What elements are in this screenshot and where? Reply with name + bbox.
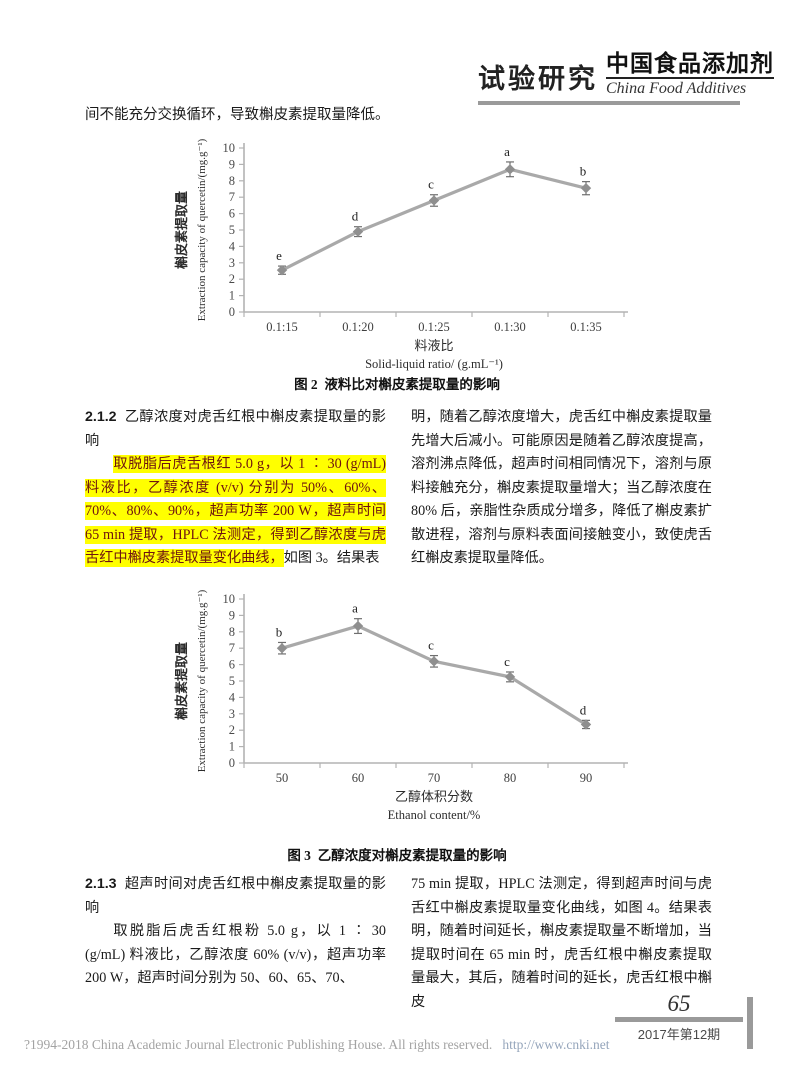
svg-text:b: b — [276, 624, 283, 639]
svg-text:6: 6 — [229, 207, 235, 221]
section-2-1-3-heading: 2.1.3 超声时间对虎舌红根中槲皮素提取量的影响 — [85, 873, 386, 920]
journal-title-cn: 中国食品添加剂 — [606, 51, 774, 80]
svg-text:70: 70 — [428, 771, 441, 785]
svg-text:c: c — [428, 638, 434, 653]
footer-divider-bar — [615, 1017, 743, 1022]
svg-text:0.1:15: 0.1:15 — [266, 320, 298, 334]
svg-text:b: b — [580, 164, 587, 179]
figure2-line-chart: 0 1 2 3 4 5 6 7 8 9 10 0.1:15 0.1:20 0.1:25 0.1:30 0.1:… — [174, 138, 628, 371]
svg-text:3: 3 — [229, 707, 235, 721]
svg-text:0: 0 — [229, 756, 235, 770]
footer-page-block: 65 2017年第12期 — [615, 992, 743, 1043]
svg-text:4: 4 — [229, 690, 236, 704]
svg-text:2: 2 — [229, 723, 235, 737]
section-2-1-3-left-column: 2.1.3 超声时间对虎舌红根中槲皮素提取量的影响 取脱脂后虎舌红根粉 5.0 g… — [85, 873, 386, 1014]
svg-text:3: 3 — [229, 256, 235, 270]
svg-text:9: 9 — [229, 608, 235, 622]
svg-text:6: 6 — [229, 658, 235, 672]
svg-text:0: 0 — [229, 305, 235, 319]
svg-text:0.1:35: 0.1:35 — [570, 320, 602, 334]
svg-text:80: 80 — [504, 771, 517, 785]
svg-text:a: a — [352, 601, 358, 616]
svg-text:9: 9 — [229, 157, 235, 171]
section-2-1-3: 2.1.3 超声时间对虎舌红根中槲皮素提取量的影响 取脱脂后虎舌红根粉 5.0 g… — [85, 873, 712, 1014]
intro-text: 间不能充分交换循环，导致槲皮素提取量降低。 — [85, 107, 390, 123]
section-2-1-3-right-text: 75 min 提取，HPLC 法测定，得到超声时间与虎舌红中槲皮素提取量变化曲线… — [411, 876, 712, 1010]
svg-text:2: 2 — [229, 272, 235, 286]
section-2-1-3-number: 2.1.3 — [85, 876, 117, 892]
svg-text:90: 90 — [580, 771, 593, 785]
svg-text:1: 1 — [229, 289, 235, 303]
issue-label: 2017年第12期 — [637, 1027, 721, 1042]
svg-text:7: 7 — [229, 190, 235, 204]
svg-text:Extraction capacity of quercet: Extraction capacity of quercetin/(mg.g⁻¹… — [196, 138, 208, 321]
footer-corner-mark — [747, 997, 753, 1049]
svg-text:8: 8 — [229, 625, 235, 639]
svg-text:1: 1 — [229, 740, 235, 754]
figure3-line-chart: 0 1 2 3 4 5 6 7 8 9 10 50 60 70 80 90 乙醇体积分数 Ethanol cont… — [174, 589, 628, 822]
section-2-1-2-right-column: 明，随着乙醇浓度增大，虎舌红中槲皮素提取量先增大后减小。可能原因是随着乙醇浓度提… — [411, 406, 712, 571]
svg-text:10: 10 — [223, 141, 236, 155]
svg-text:0.1:25: 0.1:25 — [418, 320, 450, 334]
svg-text:料液比: 料液比 — [414, 338, 453, 353]
figure3-caption: 图 3 乙醇浓度对槲皮素提取量的影响 — [0, 844, 794, 864]
section-2-1-3-right-column: 75 min 提取，HPLC 法测定，得到超声时间与虎舌红中槲皮素提取量变化曲线… — [411, 873, 712, 1014]
cnki-url-link[interactable]: http://www.cnki.net — [502, 1037, 610, 1052]
section-2-1-2-number: 2.1.2 — [85, 409, 117, 425]
figure2-caption-number: 图 2 — [294, 377, 318, 392]
svg-text:d: d — [352, 209, 359, 224]
svg-text:乙醇体积分数: 乙醇体积分数 — [395, 789, 473, 804]
section-2-1-2-title: 乙醇浓度对虎舌红根中槲皮素提取量的影响 — [85, 409, 386, 449]
svg-text:0.1:30: 0.1:30 — [494, 320, 526, 334]
column-label: 试验研究 — [478, 64, 598, 95]
svg-text:7: 7 — [229, 641, 235, 655]
svg-text:d: d — [580, 702, 587, 717]
copyright-line: ?1994-2018 China Academic Journal Electr… — [24, 1037, 784, 1053]
svg-text:10: 10 — [223, 592, 236, 606]
svg-text:5: 5 — [229, 674, 235, 688]
masthead-divider-bar — [478, 101, 740, 106]
section-2-1-3-paragraph: 取脱脂后虎舌红根粉 5.0 g，以 1 ∶ 30 (g/mL) 料液比，乙醇浓度… — [85, 923, 386, 986]
masthead: 试验研究 中国食品添加剂 China Food Additives — [478, 51, 774, 106]
section-2-1-3-title: 超声时间对虎舌红根中槲皮素提取量的影响 — [85, 876, 386, 916]
section-2-1-2-heading: 2.1.2 乙醇浓度对虎舌红根中槲皮素提取量的影响 — [85, 406, 386, 453]
svg-text:5: 5 — [229, 223, 235, 237]
svg-text:8: 8 — [229, 174, 235, 188]
section-2-1-2-left-column: 2.1.2 乙醇浓度对虎舌红根中槲皮素提取量的影响 取脱脂后虎舌根红 5.0 g，… — [85, 406, 386, 571]
svg-text:Solid-liquid ratio/ (g.mL⁻¹): Solid-liquid ratio/ (g.mL⁻¹) — [365, 357, 503, 371]
copyright-text: ?1994-2018 China Academic Journal Electr… — [24, 1037, 493, 1052]
svg-text:60: 60 — [352, 771, 365, 785]
svg-text:4: 4 — [229, 239, 236, 253]
figure3-caption-text: 乙醇浓度对槲皮素提取量的影响 — [317, 848, 507, 863]
section-2-1-2: 2.1.2 乙醇浓度对虎舌红根中槲皮素提取量的影响 取脱脂后虎舌根红 5.0 g，… — [85, 406, 712, 571]
svg-text:0.1:20: 0.1:20 — [342, 320, 374, 334]
figure3-caption-number: 图 3 — [287, 848, 311, 863]
svg-text:槲皮素提取量: 槲皮素提取量 — [174, 191, 189, 269]
journal-title-en: China Food Additives — [606, 80, 747, 98]
section-2-1-2-paragraph-tail: 如图 3。结果表 — [283, 550, 380, 566]
svg-text:50: 50 — [276, 771, 289, 785]
svg-text:e: e — [276, 248, 282, 263]
figure2-caption-text: 液料比对槲皮素提取量的影响 — [324, 377, 500, 392]
svg-text:Ethanol content/%: Ethanol content/% — [388, 808, 481, 822]
svg-text:a: a — [504, 144, 510, 159]
figure2-caption: 图 2 液料比对槲皮素提取量的影响 — [0, 373, 794, 393]
svg-text:c: c — [428, 177, 434, 192]
page-number: 65 — [667, 991, 691, 1016]
section-2-1-2-right-text: 明，随着乙醇浓度增大，虎舌红中槲皮素提取量先增大后减小。可能原因是随着乙醇浓度提… — [411, 409, 712, 566]
svg-text:Extraction capacity of quercet: Extraction capacity of quercetin/(mg.g⁻¹… — [196, 589, 208, 772]
svg-text:c: c — [504, 654, 510, 669]
svg-text:槲皮素提取量: 槲皮素提取量 — [174, 642, 189, 720]
section-2-1-2-paragraph: 取脱脂后虎舌根红 5.0 g，以 1 ∶ 30 (g/mL) 料液比，乙醇浓度 … — [85, 453, 386, 571]
